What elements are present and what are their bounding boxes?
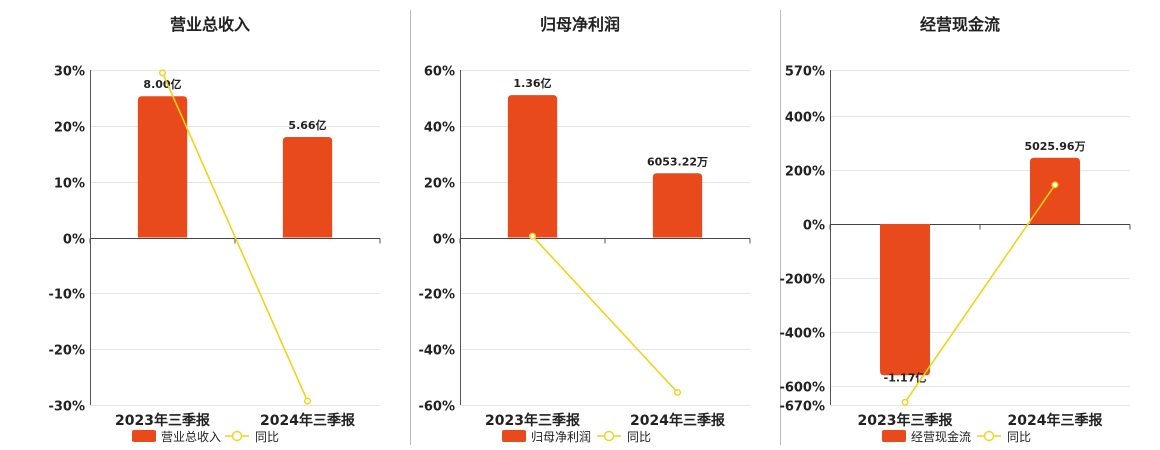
x-category-label: 2024年三季报 [1008, 412, 1103, 429]
y-tick-label: -60% [418, 400, 455, 415]
legend-bar-swatch [132, 430, 156, 442]
bar-data-label: 5.66亿 [288, 118, 326, 132]
y-tick-label: -200% [779, 273, 825, 288]
y-tick-label: -30% [48, 400, 85, 415]
yoy-point [158, 69, 166, 77]
chart-title: 归母净利润 [540, 15, 620, 34]
yoy-line [531, 235, 679, 393]
yoy-line [161, 72, 309, 402]
y-tick-label: 570% [785, 65, 825, 80]
yoy-point [901, 398, 909, 406]
x-category-label: 2023年三季报 [115, 412, 210, 429]
y-tick-label: 10% [54, 177, 85, 192]
chart-title: 经营现金流 [920, 15, 1000, 34]
legend-line-label: 同比 [1007, 430, 1031, 444]
chart-title: 营业总收入 [170, 15, 250, 34]
yoy-point [304, 397, 312, 405]
bar [282, 137, 333, 238]
y-tick-label: -40% [418, 344, 455, 359]
legend-bar-label: 归母净利润 [531, 430, 591, 444]
y-tick-label: 20% [54, 121, 85, 136]
legend-line-marker [983, 430, 995, 442]
legend-line-label: 同比 [255, 430, 279, 444]
yoy-point [529, 232, 537, 240]
bar-data-label: -1.17亿 [884, 370, 927, 384]
bar [137, 96, 188, 238]
legend-bar-swatch [502, 430, 526, 442]
yoy-line [904, 184, 1056, 403]
x-category-label: 2023年三季报 [858, 412, 953, 429]
y-tick-label: 20% [424, 177, 455, 192]
y-tick-label: 30% [54, 65, 85, 80]
bar [507, 95, 558, 238]
y-tick-label: -600% [779, 381, 825, 396]
y-tick-label: 0% [63, 233, 85, 248]
bar-data-label: 8.00亿 [143, 77, 181, 91]
bar [652, 173, 703, 238]
bar-data-label: 1.36亿 [513, 76, 551, 90]
legend-line-label: 同比 [627, 430, 651, 444]
bar [1030, 157, 1080, 224]
x-category-label: 2023年三季报 [485, 412, 580, 429]
legend-line-marker [603, 430, 615, 442]
legend-bar-label: 营业总收入 [161, 430, 221, 444]
y-tick-label: 0% [433, 233, 455, 248]
y-tick-label: -20% [418, 288, 455, 303]
legend-bar-swatch [882, 430, 906, 442]
y-tick-label: 200% [785, 165, 825, 180]
y-tick-label: -400% [779, 327, 825, 342]
bar-data-label: 5025.96万 [1024, 140, 1085, 153]
y-tick-label: 400% [785, 111, 825, 126]
y-tick-label: -670% [779, 400, 825, 415]
y-tick-label: -10% [48, 288, 85, 303]
y-tick-label: 40% [424, 121, 455, 136]
legend-line-marker [231, 430, 243, 442]
y-tick-label: 0% [803, 219, 825, 234]
legend-bar-label: 经营现金流 [911, 429, 971, 444]
x-category-label: 2024年三季报 [630, 412, 725, 429]
yoy-point [1051, 181, 1059, 189]
yoy-point [674, 388, 682, 396]
bar [880, 223, 930, 376]
x-category-label: 2024年三季报 [260, 412, 355, 429]
bar-data-label: 6053.22万 [647, 155, 708, 168]
y-tick-label: -20% [48, 344, 85, 359]
y-tick-label: 60% [424, 65, 455, 80]
